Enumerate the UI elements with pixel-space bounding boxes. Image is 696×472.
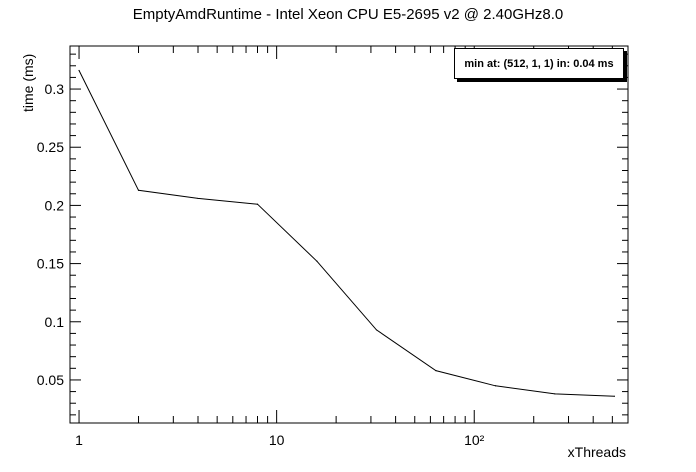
data-point [316, 260, 318, 262]
x-tick-label: 1 [75, 432, 83, 448]
x-tick-label: 10² [464, 432, 485, 448]
y-axis-ticks: 0.05 0.1 0.15 0.2 0.25 0.3 [37, 53, 628, 416]
min-annotation-box: min at: (512, 1, 1) in: 0.04 ms [454, 48, 624, 79]
data-points [78, 69, 615, 397]
data-point [78, 69, 80, 72]
y-tick-label: 0.15 [37, 256, 64, 272]
x-axis-ticks: 1 10 10² [75, 46, 629, 448]
data-point [613, 395, 615, 397]
data-point [197, 197, 199, 200]
data-point [554, 393, 556, 395]
x-axis-title: xThreads [567, 444, 626, 460]
data-point [375, 329, 378, 331]
y-tick-label: 0.05 [37, 372, 64, 388]
data-point [435, 370, 437, 372]
data-point [137, 189, 140, 191]
x-tick-label: 10 [269, 432, 285, 448]
y-tick-label: 0.2 [45, 197, 65, 213]
data-point [494, 385, 497, 387]
chart-title: EmptyAmdRuntime - Intel Xeon CPU E5-2695… [132, 6, 564, 23]
y-tick-label: 0.25 [37, 139, 64, 155]
data-point [256, 203, 259, 205]
y-tick-label: 0.1 [45, 314, 65, 330]
series-line [78, 70, 615, 397]
y-axis-title: time (ms) [20, 53, 36, 112]
plot-frame [69, 45, 629, 424]
min-annotation-text: min at: (512, 1, 1) in: 0.04 ms [464, 57, 614, 70]
y-tick-label: 0.3 [45, 81, 65, 97]
